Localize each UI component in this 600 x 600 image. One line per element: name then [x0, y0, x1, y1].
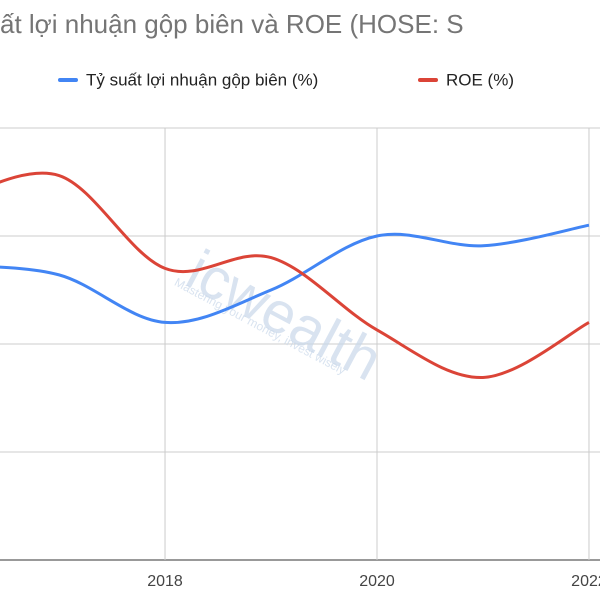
legend-label: Tỷ suất lợi nhuận gộp biên (%) — [86, 70, 318, 89]
grid — [0, 127, 600, 561]
x-tick-label: 2022 — [571, 573, 600, 590]
x-tick-label: 2018 — [147, 573, 183, 590]
x-tick-label: 2020 — [359, 573, 395, 590]
chart-title: ất lợi nhuận gộp biên và ROE (HOSE: S — [0, 9, 464, 39]
legend-label: ROE (%) — [446, 70, 514, 89]
series-line — [0, 223, 590, 325]
series-line — [0, 171, 590, 379]
